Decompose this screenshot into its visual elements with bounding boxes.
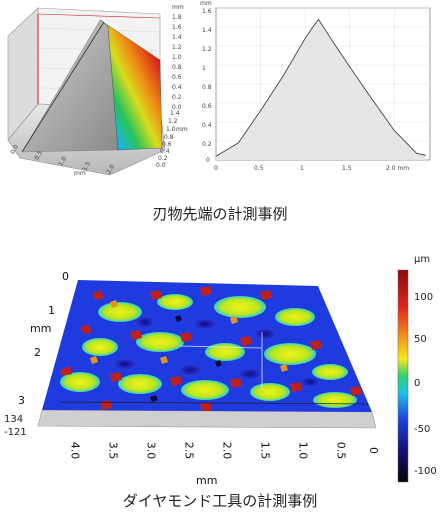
y-tick: 1 <box>48 304 55 317</box>
y-tick: 0.8 <box>202 84 212 91</box>
colorbar-tick: -100 <box>414 466 437 477</box>
profile-chart: mm 1.6 1.4 1.2 1 0.8 0.6 0.4 0.2 0 0 0.5… <box>194 0 440 182</box>
z-tick: 0.2 <box>172 94 182 101</box>
x-tick: 1 <box>300 165 304 172</box>
z-max-value: 134 <box>4 414 24 425</box>
y-tick: 3 <box>18 394 25 407</box>
blade-3d-svg <box>7 7 166 176</box>
profile-svg <box>215 7 431 161</box>
z-tick: 0.0 <box>172 104 182 111</box>
y-unit-label: mm <box>30 322 52 335</box>
y-tick: 0.8 <box>164 134 174 141</box>
colorbar-tick: 100 <box>414 292 434 303</box>
y-tick: 0.6 <box>202 103 212 110</box>
x-tick: 0 <box>214 165 218 172</box>
y-tick: 1.4 <box>202 27 212 34</box>
x-tick: 3.0 <box>144 441 158 460</box>
profile-line <box>215 18 426 157</box>
profile-area <box>216 19 426 161</box>
z-tick: 0.8 <box>172 64 182 71</box>
z-unit-label: mm <box>172 4 184 11</box>
x-tick: 3.5 <box>106 441 120 460</box>
z-tick: 1.6 <box>172 24 182 31</box>
surface-texture <box>59 286 372 412</box>
blade-3d-view: mm 1.8 1.6 1.4 1.2 1.0 0.8 0.6 0.4 0.2 0… <box>0 0 200 180</box>
colorbar-tick: 50 <box>414 334 427 345</box>
y-tick: 0.4 <box>160 148 170 155</box>
y-tick: 0 <box>206 157 210 164</box>
x-tick: 1.5 <box>342 165 352 172</box>
diamond-3d-view: 0 1 mm 2 3 134 -121 4.0 3.5 3.0 2.5 2.0 … <box>0 254 440 494</box>
y-tick: 0 <box>62 270 69 283</box>
y-tick: 1.6 <box>202 8 212 15</box>
colorbar-tick: -50 <box>414 424 431 435</box>
y-tick: 1.2 <box>202 46 212 53</box>
z-tick: 1.0 <box>172 54 182 61</box>
x-tick: 2.0 <box>220 441 234 460</box>
diamond-3d-svg <box>37 269 409 483</box>
y-unit-label: mm <box>200 0 212 7</box>
y-tick: 0.2 <box>202 141 212 148</box>
z-tick: 0.6 <box>172 74 182 81</box>
x-tick: 1.5 <box>258 441 272 460</box>
y-tick: 1.0 <box>166 126 176 133</box>
z-tick: 0.4 <box>172 84 182 91</box>
y-tick: 1.2 <box>168 118 178 125</box>
z-tick: 1.4 <box>172 34 182 41</box>
y-tick: 0.0 <box>156 162 166 169</box>
x-unit-label: mm <box>196 474 218 487</box>
bottom-caption: ダイヤモンド工具の計測事例 <box>122 492 318 510</box>
x-tick: 0.5 <box>254 165 264 172</box>
top-caption: 刃物先端の計測事例 <box>152 205 288 223</box>
y-unit-label: mm <box>176 126 188 133</box>
x-tick: 0 <box>367 447 380 454</box>
colorbar <box>397 269 409 483</box>
x-tick: 1.0 <box>296 441 310 460</box>
ridge-line <box>21 21 105 153</box>
z-tick: 1.2 <box>172 44 182 51</box>
y-tick: 0.2 <box>158 155 168 162</box>
x-tick: 4.0 <box>68 441 82 460</box>
y-tick: 2 <box>34 346 41 359</box>
y-tick: 1 <box>202 65 206 72</box>
x-tick: 0.5 <box>334 441 348 460</box>
x-unit-label: mm <box>74 170 86 177</box>
colorbar-unit: μm <box>414 254 431 265</box>
y-tick: 0.4 <box>202 122 212 129</box>
z-tick: 1.8 <box>172 14 182 21</box>
ridge-right-face <box>99 19 163 151</box>
colorbar-tick: 0 <box>414 378 421 389</box>
z-min-value: -121 <box>4 427 27 438</box>
y-tick: 1.4 <box>170 110 180 117</box>
y-tick: 0.6 <box>162 141 172 148</box>
x-tick: 2.5 <box>182 441 196 460</box>
base-slab <box>37 409 377 429</box>
section-marker-top <box>37 13 161 19</box>
x-tick: 2.0 mm <box>386 165 410 172</box>
